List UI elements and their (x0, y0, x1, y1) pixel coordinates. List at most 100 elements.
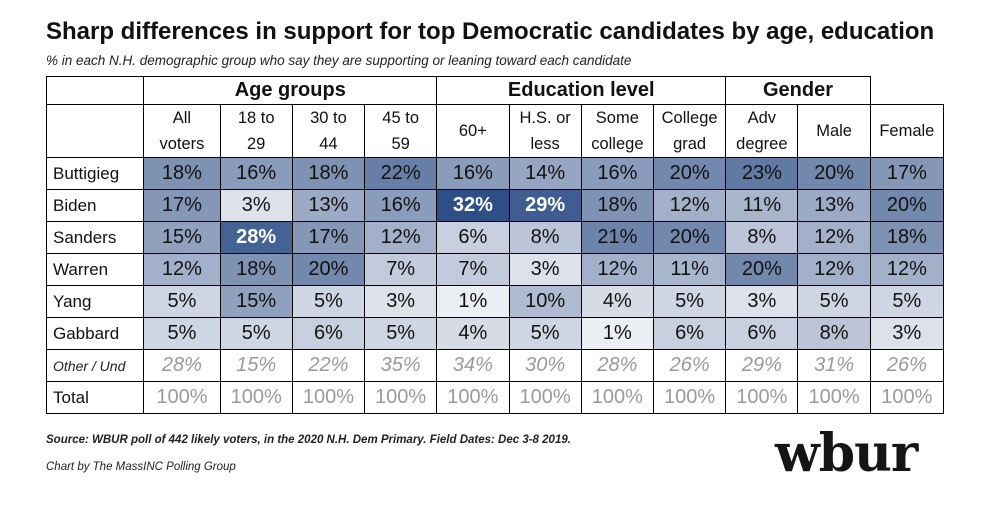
value-cell: 5% (143, 285, 221, 318)
value-cell: 6% (291, 317, 366, 350)
value-cell: 12% (143, 253, 221, 286)
group-header: Age groups (143, 76, 438, 105)
value-cell: 100% (580, 381, 654, 414)
value-cell: 14% (508, 157, 582, 190)
column-header-line: less (530, 135, 560, 153)
value-cell: 15% (143, 221, 221, 254)
column-header-line: 30 to (310, 109, 347, 127)
value-cell: 5% (797, 285, 871, 318)
value-cell: 100% (652, 381, 727, 414)
column-header-line: Male (816, 122, 852, 140)
value-cell: 100% (436, 381, 510, 414)
row-label: Warren (45, 253, 145, 286)
table-row: Biden 17% 3% 13% 16% 32% 29% 18% 12% 11% 13% 20% (45, 189, 945, 222)
value-cell: 28% (580, 349, 654, 382)
table-row: Buttigieg 18% 16% 18% 22% 16% 14% 16% 20% 23% 20% 1… (45, 157, 945, 190)
value-cell: 100% (725, 381, 799, 414)
value-cell: 15% (219, 349, 293, 382)
column-header: 45 to 59 (364, 104, 438, 158)
value-cell: 8% (725, 221, 799, 254)
value-cell: 8% (508, 221, 582, 254)
value-cell: 23% (725, 157, 799, 190)
value-cell: 18% (869, 221, 945, 254)
value-cell: 15% (219, 285, 293, 318)
value-cell: 12% (869, 253, 945, 286)
value-cell: 7% (436, 253, 510, 286)
value-cell: 28% (219, 221, 293, 254)
column-header-line: All (172, 109, 192, 127)
value-cell: 6% (436, 221, 510, 254)
value-cell: 5% (869, 285, 945, 318)
value-cell: 18% (291, 157, 366, 190)
value-cell: 20% (291, 253, 366, 286)
row-label: Other / Und (45, 349, 145, 382)
row-label: Yang (45, 285, 145, 318)
value-cell: 26% (652, 349, 727, 382)
column-header-line: Adv (747, 109, 777, 127)
row-label: Sanders (45, 221, 145, 254)
row-label: Total (45, 381, 145, 414)
value-cell: 34% (436, 349, 510, 382)
value-cell: 100% (143, 381, 221, 414)
value-cell: 4% (436, 317, 510, 350)
row-label: Buttigieg (45, 157, 145, 190)
value-cell: 100% (219, 381, 293, 414)
value-cell: 28% (143, 349, 221, 382)
value-cell: 17% (143, 189, 221, 222)
column-header: 60+ (436, 104, 510, 158)
value-cell: 100% (508, 381, 582, 414)
value-cell: 12% (797, 221, 871, 254)
column-header: Female (869, 104, 945, 158)
value-cell: 5% (291, 285, 366, 318)
group-header: Education level (436, 76, 727, 105)
table-row: Sanders 15% 28% 17% 12% 6% 8% 21% 20% 8% 12% 18% (45, 221, 945, 254)
column-header-line: voters (159, 135, 205, 153)
chart-credit: Chart by The MassINC Polling Group (46, 461, 236, 473)
column-header-line: college (591, 135, 644, 153)
value-cell: 17% (291, 221, 366, 254)
value-cell: 1% (436, 285, 510, 318)
value-cell: 100% (364, 381, 438, 414)
value-cell: 3% (364, 285, 438, 318)
value-cell: 26% (869, 349, 945, 382)
value-cell: 31% (797, 349, 871, 382)
value-cell: 29% (508, 189, 582, 222)
column-header-line: 29 (247, 135, 266, 153)
value-cell: 100% (869, 381, 945, 414)
value-cell: 21% (580, 221, 654, 254)
value-cell: 30% (508, 349, 582, 382)
value-cell: 12% (580, 253, 654, 286)
column-header-row: All voters 18 to 29 30 to 44 45 to 59 60+ H.S. or… (45, 104, 945, 158)
column-header: 18 to 29 (219, 104, 293, 158)
column-header-line: 44 (319, 135, 338, 153)
value-cell: 6% (652, 317, 727, 350)
column-header-line: 60+ (458, 122, 487, 140)
column-header-line: H.S. or (519, 109, 571, 127)
value-cell: 20% (725, 253, 799, 286)
wbur-logo: wbur (775, 423, 918, 484)
value-cell: 22% (364, 157, 438, 190)
value-cell: 8% (797, 317, 871, 350)
value-cell: 5% (219, 317, 293, 350)
value-cell: 100% (797, 381, 871, 414)
value-cell: 12% (652, 189, 727, 222)
header-corner (45, 104, 145, 158)
chart-subtitle: % in each N.H. demographic group who say… (46, 53, 632, 68)
column-header-line: 18 to (237, 109, 275, 127)
value-cell: 22% (291, 349, 366, 382)
row-label: Gabbard (45, 317, 145, 350)
crosstab-table: Age groups Education level Gender All voters… (45, 76, 945, 414)
row-label: Biden (45, 189, 145, 222)
value-cell: 20% (652, 157, 727, 190)
value-cell: 3% (219, 189, 293, 222)
column-header-line: grad (673, 135, 707, 153)
column-header: H.S. or less (508, 104, 582, 158)
value-cell: 5% (652, 285, 727, 318)
value-cell: 5% (508, 317, 582, 350)
value-cell: 6% (725, 317, 799, 350)
value-cell: 20% (797, 157, 871, 190)
value-cell: 5% (143, 317, 221, 350)
group-header: Gender (725, 76, 871, 105)
value-cell: 13% (291, 189, 366, 222)
value-cell: 32% (436, 189, 510, 222)
